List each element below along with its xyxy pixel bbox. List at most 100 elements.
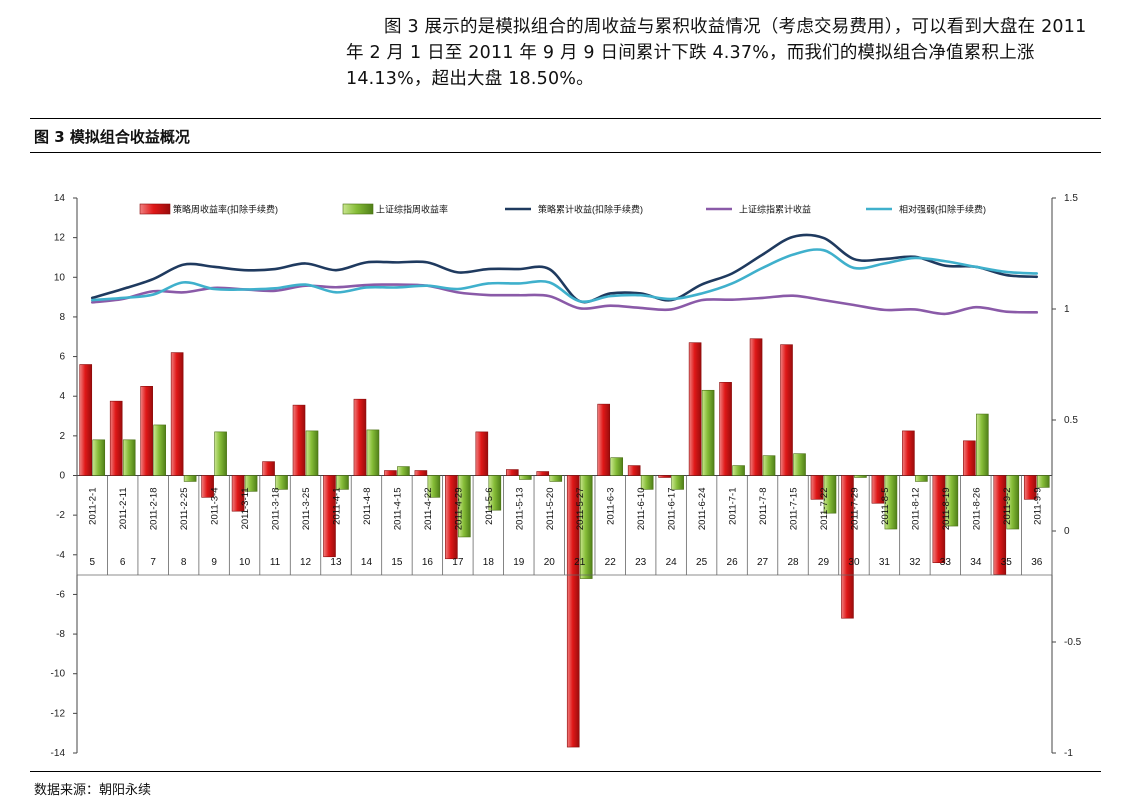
week-number-label: 25 — [696, 557, 708, 568]
strategy-cumulative-line — [90, 233, 1039, 304]
date-label: 2011-7-8 — [758, 488, 769, 525]
date-label: 2011-5-13 — [514, 488, 525, 531]
date-label: 2011-3-18 — [271, 488, 282, 531]
strategy-weekly-bar — [597, 403, 611, 476]
week-number-label: 17 — [452, 557, 464, 568]
left-tick-label: 10 — [54, 272, 66, 283]
strategy-weekly-bar — [445, 475, 458, 560]
week-number-label: 16 — [422, 557, 434, 568]
index-weekly-bar — [518, 475, 532, 480]
index-weekly-bar — [854, 475, 867, 478]
strategy-weekly-bar — [963, 440, 976, 476]
figure-label: 图 3 — [34, 128, 65, 146]
date-label: 2011-2-18 — [149, 488, 160, 531]
right-tick-label: 0.5 — [1064, 415, 1078, 426]
legend-swatch — [139, 203, 171, 215]
legend-label: 上证综指累计收益 — [739, 204, 811, 215]
left-tick-label: -12 — [51, 708, 66, 719]
figure-bottom-rule — [30, 771, 1101, 772]
figure-top-rule — [30, 118, 1101, 119]
date-label: 2011-7-15 — [789, 488, 800, 531]
strategy-weekly-bar — [749, 338, 763, 476]
legend: 策略周收益率(扣除手续费) 上证综指周收益率 策略累计收益(扣除手续费) 上证综指累计… — [139, 203, 986, 215]
legend-label: 上证综指周收益率 — [376, 204, 448, 215]
index-weekly-bar — [153, 424, 166, 476]
week-number-label: 24 — [666, 557, 678, 568]
bars-layer — [79, 338, 1050, 748]
left-tick-label: 4 — [59, 391, 65, 402]
left-tick-label: -10 — [51, 669, 66, 680]
week-number-label: 18 — [483, 557, 495, 568]
week-number-label: 12 — [300, 557, 312, 568]
date-label: 2011-9-9 — [1032, 488, 1043, 525]
index-weekly-bar — [1036, 475, 1050, 488]
legend-swatch — [342, 203, 374, 215]
strategy-weekly-bar — [932, 475, 946, 564]
strategy-weekly-bar — [841, 475, 854, 619]
strategy-weekly-bar — [810, 475, 824, 500]
figure-caption: 图 3 模拟组合收益概况 — [34, 126, 190, 147]
index-weekly-bar — [549, 475, 563, 482]
date-label: 2011-3-11 — [240, 488, 251, 530]
strategy-weekly-bar — [109, 400, 123, 476]
index-weekly-bar — [793, 453, 806, 476]
index-weekly-bar — [762, 455, 776, 476]
strategy-weekly-bar — [79, 364, 93, 476]
right-tick-label: 0 — [1064, 526, 1070, 537]
strategy-weekly-bar — [292, 404, 306, 476]
index-weekly-bar — [275, 475, 288, 490]
week-number-label: 26 — [727, 557, 739, 568]
left-tick-label: -4 — [56, 550, 65, 561]
week-number-label: 34 — [970, 557, 982, 568]
week-number-label: 27 — [757, 557, 769, 568]
relative-strength-line — [90, 248, 1039, 304]
index-weekly-bar — [92, 439, 106, 476]
left-tick-label: 6 — [59, 352, 65, 363]
left-tick-label: 2 — [59, 431, 65, 442]
left-tick-label: 14 — [54, 193, 66, 204]
date-label: 2011-7-1 — [728, 488, 739, 525]
right-tick-label: 1 — [1064, 304, 1070, 315]
left-tick-label: -6 — [56, 589, 65, 600]
week-number-label: 5 — [89, 557, 95, 568]
index-weekly-bar — [823, 475, 837, 514]
index-weekly-bar — [366, 429, 380, 476]
index-weekly-bar — [305, 430, 319, 476]
strategy-weekly-bar — [871, 475, 885, 504]
week-number-label: 9 — [211, 557, 217, 568]
week-number-label: 21 — [574, 557, 586, 568]
week-number-label: 19 — [513, 557, 525, 568]
week-number-label: 29 — [818, 557, 830, 568]
strategy-weekly-bar — [780, 344, 793, 476]
strategy-weekly-bar — [566, 475, 580, 748]
strategy-weekly-bar — [140, 386, 153, 476]
date-label: 2011-8-19 — [941, 488, 952, 531]
index-weekly-bar — [610, 457, 624, 476]
index-weekly-bar — [640, 475, 654, 490]
index-weekly-bar — [1006, 475, 1020, 530]
right-tick-label: 1.5 — [1064, 193, 1078, 204]
left-tick-label: 0 — [59, 471, 65, 482]
date-label: 2011-8-26 — [971, 488, 982, 531]
legend-label: 相对强弱(扣除手续费) — [899, 204, 986, 215]
index-weekly-bar — [336, 475, 349, 490]
date-label: 2011-9-2 — [1002, 488, 1013, 525]
figure-title: 模拟组合收益概况 — [69, 128, 190, 146]
date-label: 2011-5-6 — [484, 488, 495, 525]
week-number-label: 15 — [391, 557, 403, 568]
right-tick-label: -0.5 — [1064, 637, 1082, 648]
left-tick-label: 8 — [59, 312, 65, 323]
strategy-weekly-bar — [414, 470, 428, 476]
date-label: 2011-3-4 — [210, 488, 221, 525]
date-label: 2011-2-11 — [118, 488, 129, 530]
strategy-weekly-bar — [231, 475, 245, 512]
date-label: 2011-4-15 — [392, 488, 403, 531]
intro-paragraph: 图 3 展示的是模拟组合的周收益与累积收益情况（考虑交易费用），可以看到大盘在 … — [346, 14, 1098, 92]
strategy-weekly-bar — [262, 461, 275, 476]
figure-title-rule — [30, 152, 1101, 153]
index-weekly-bar — [244, 475, 258, 492]
week-number-label: 23 — [635, 557, 647, 568]
date-label: 2011-2-1 — [88, 488, 99, 525]
strategy-weekly-bar — [323, 475, 336, 558]
category-table: 2011-2-1 2011-2-11 2011-2-18 2011-2-25 2011-… — [76, 475, 1053, 576]
